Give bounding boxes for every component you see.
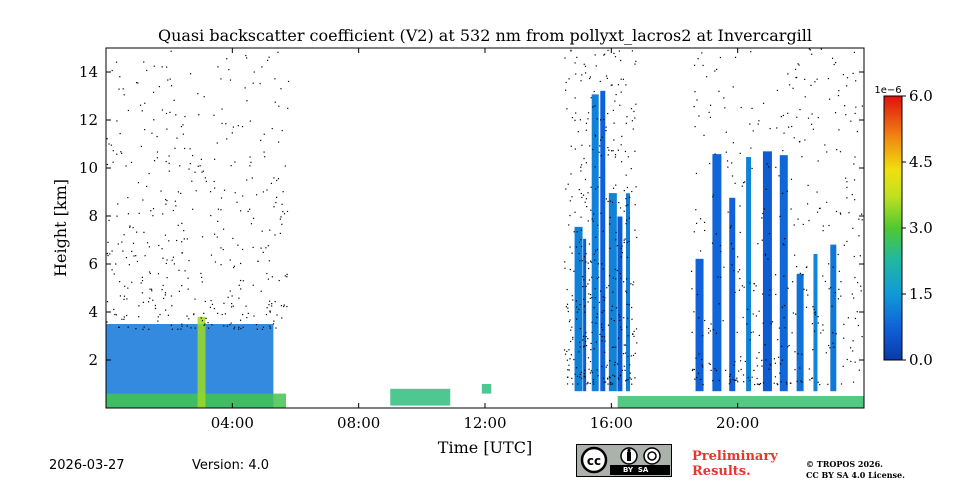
footer-date: 2026-03-27 [49, 458, 125, 473]
svg-text:cc: cc [587, 454, 601, 468]
y-tick-label: 4 [88, 303, 98, 321]
column-mark [600, 90, 606, 392]
colorbar-ticks: 0.0 1.5 3.0 4.5 6.0 [902, 87, 933, 369]
copyright-note: © TROPOS 2026. CC BY SA 4.0 License. [806, 459, 905, 481]
cc-badge-text: BY SA [623, 466, 649, 474]
column-mark [712, 154, 722, 392]
column-mark [695, 258, 704, 392]
column-mark [591, 94, 599, 392]
x-tick-label: 08:00 [337, 414, 380, 432]
region-night-surface-layer [106, 393, 287, 408]
x-tick-label: 16:00 [590, 414, 633, 432]
column-mark [830, 244, 837, 392]
region-afternoon-columns [574, 90, 630, 392]
chart-title: Quasi backscatter coefficient (V2) at 53… [158, 26, 812, 45]
colorbar-tick-label: 3.0 [909, 219, 933, 237]
copyright-line-1: © TROPOS 2026. [806, 459, 883, 469]
colorbar [883, 95, 903, 361]
column-mark [762, 151, 772, 392]
colorbar-scale-label: 1e−6 [874, 85, 901, 96]
column-mark [779, 155, 788, 392]
column-mark [583, 238, 587, 392]
y-axis-label: Height [km] [51, 179, 70, 277]
y-tick-label: 8 [88, 207, 98, 225]
colorbar-tick-label: 6.0 [909, 87, 933, 105]
sa-icon [643, 447, 661, 465]
axis-ticks: 04:00 08:00 12:00 16:00 20:00 2 4 6 8 10 12 14 [79, 48, 864, 432]
x-tick-label: 04:00 [211, 414, 254, 432]
column-mark [796, 273, 804, 392]
region-morning-aerosol [390, 388, 451, 406]
colorbar-tick-label: 0.0 [909, 351, 933, 369]
column-mark [746, 156, 752, 392]
preliminary-line-1: Preliminary [692, 449, 778, 464]
x-axis-label: Time [UTC] [438, 438, 532, 457]
cc-license-badge: cc BY SA [576, 444, 672, 477]
column-mark [625, 193, 630, 392]
y-tick-label: 10 [79, 159, 98, 177]
region-cloud-near-03-00 [197, 316, 206, 408]
copyright-line-2: CC BY SA 4.0 License. [806, 470, 905, 480]
y-tick-label: 12 [79, 111, 98, 129]
region-evening-columns [695, 151, 837, 392]
colorbar-tick-label: 1.5 [909, 285, 933, 303]
x-tick-label: 12:00 [463, 414, 506, 432]
column-mark [813, 253, 818, 392]
y-tick-label: 6 [88, 255, 98, 273]
footer-version: Version: 4.0 [192, 458, 269, 473]
y-tick-label: 14 [79, 63, 98, 81]
noise-speckle [106, 48, 864, 386]
preliminary-line-2: Results. [692, 464, 751, 479]
colorbar-tick-label: 4.5 [909, 153, 933, 171]
preliminary-results-note: Preliminary Results. [692, 449, 778, 479]
x-tick-label: 20:00 [716, 414, 759, 432]
cc-icon [580, 446, 608, 474]
region-evening-surface-layer [617, 396, 864, 408]
heatmap-layer [106, 48, 864, 408]
y-tick-label: 2 [88, 351, 98, 369]
region-midday-aerosol [481, 384, 492, 394]
column-mark [617, 216, 623, 392]
column-mark [729, 197, 736, 392]
